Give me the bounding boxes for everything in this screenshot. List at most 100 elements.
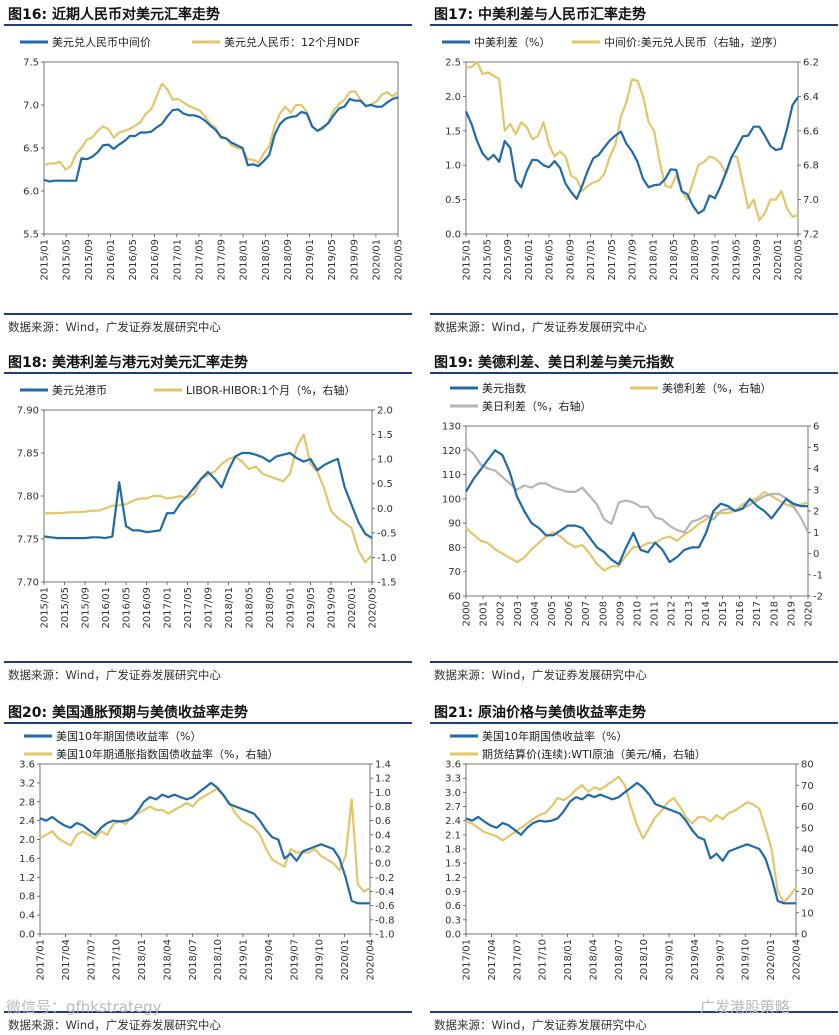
y-tick-label: 3.2 (19, 778, 35, 789)
y2-tick-label: 20 (801, 887, 814, 898)
title-rule (430, 24, 838, 26)
x-tick-label: 2017/07 (512, 939, 523, 981)
x-tick-label: 2020/05 (368, 587, 379, 629)
x-tick-label: 2018/05 (245, 587, 256, 629)
x-tick-label: 2018/07 (188, 939, 199, 981)
source-rule (4, 1011, 412, 1013)
x-tick-label: 2004 (530, 601, 541, 626)
title-rule (4, 24, 412, 26)
legend-label: LIBOR-HIBOR:1个月（%，右轴） (186, 383, 356, 397)
y-tick-label: 60 (448, 592, 461, 603)
x-tick-label: 2001 (479, 601, 490, 626)
y2-tick-label: 6.6 (803, 126, 819, 137)
x-tick-label: 2018/01 (137, 939, 148, 981)
x-tick-label: 2017/01 (462, 939, 473, 981)
y2-tick-label: 6.2 (803, 58, 819, 69)
plot-frame (43, 61, 399, 235)
chart-20: 0.0 0.4 0.8 1.2 1.6 2.0 2.4 2.8 3.2 3.6 -1.0 -0.8 -0… (19, 729, 395, 981)
x-tick-label: 2018 (769, 601, 780, 626)
y-tick-label: 0.9 (445, 887, 461, 898)
x-tick-label: 2017/01 (172, 239, 183, 281)
y2-tick-label: 0.6 (375, 816, 391, 827)
title-rule (4, 372, 412, 374)
y-tick-label: 0.0 (19, 930, 35, 941)
x-tick-label: 2015/01 (40, 239, 51, 281)
y2-tick-label: 2 (813, 507, 819, 518)
x-tick-label: 2018/07 (614, 939, 625, 981)
legend-label: 美元指数 (482, 381, 526, 395)
y-tick-label: 3.0 (445, 788, 461, 799)
y-tick-label: 90 (448, 519, 461, 530)
y-tick-label: 7.85 (17, 449, 39, 460)
series-line (465, 781, 796, 905)
x-tick-label: 2019/09 (327, 587, 338, 629)
y-tick-label: 6.5 (23, 144, 39, 155)
y-tick-label: 7.90 (17, 406, 39, 417)
y2-tick-label: -0.2 (375, 873, 395, 884)
y2-tick-label: 7.0 (803, 195, 819, 206)
series-line (464, 96, 799, 215)
x-tick-label: 2019/05 (327, 239, 338, 281)
x-tick-label: 2000 (462, 601, 473, 626)
y2-tick-label: 30 (801, 866, 814, 877)
y-tick-label: 3.6 (445, 760, 461, 771)
x-tick-label: 2015 (718, 601, 729, 626)
x-tick-label: 2019 (786, 601, 797, 626)
y-tick-label: 80 (448, 543, 461, 554)
y2-tick-label: -1.0 (377, 553, 397, 564)
y-tick-label: 0.6 (445, 901, 461, 912)
plot-frame (465, 425, 809, 597)
y2-tick-label: 40 (801, 845, 814, 856)
y-tick-label: 2.0 (445, 92, 461, 103)
x-tick-label: 2020/01 (371, 239, 382, 281)
source-rule (4, 661, 412, 663)
x-tick-label: 2020 (804, 601, 815, 626)
x-tick-label: 2017 (752, 601, 763, 626)
y-tick-label: 0.0 (445, 930, 461, 941)
x-tick-label: 2019/01 (305, 239, 316, 281)
x-tick-label: 2013 (684, 601, 695, 626)
series-line (465, 449, 808, 566)
chart-panel-19: 图19: 美德利差、美日利差与美元指数 60 70 80 90 100 110 120 130… (430, 350, 838, 685)
y2-tick-label: 1.2 (375, 774, 391, 785)
y-tick-label: 1.5 (445, 859, 461, 870)
x-tick-label: 2011 (650, 601, 661, 626)
y-tick-label: 1.2 (445, 873, 461, 884)
y-tick-label: 0.3 (445, 915, 461, 926)
y-tick-label: 100 (442, 494, 461, 505)
y2-tick-label: -2 (813, 592, 823, 603)
x-tick-label: 2018/04 (162, 939, 173, 981)
legend-label: 美国10年期国债收益率（%） (482, 729, 627, 743)
x-tick-label: 2020/01 (773, 239, 784, 281)
x-tick-label: 2019/01 (239, 939, 250, 981)
y2-tick-label: 2.0 (377, 406, 393, 417)
x-tick-label: 2016/05 (128, 239, 139, 281)
x-tick-label: 2005 (547, 601, 558, 626)
series-line (466, 60, 799, 222)
x-tick-label: 2018/01 (563, 939, 574, 981)
y2-tick-label: 4 (813, 464, 819, 475)
x-tick-label: 2018/10 (639, 939, 650, 981)
y-tick-label: 3.3 (445, 774, 461, 785)
legend-label: 美元兑人民币中间价 (52, 35, 151, 49)
y2-tick-label: 80 (801, 760, 814, 771)
y2-tick-label: 1 (813, 528, 819, 539)
chart-panel-18: 图18: 美港利差与港元对美元汇率走势 7.70 7.75 7.80 7.85 7.90… (4, 350, 412, 685)
x-tick-label: 2017/07 (86, 939, 97, 981)
x-tick-label: 2018/05 (669, 239, 680, 281)
y2-tick-label: 70 (801, 781, 814, 792)
x-tick-label: 2019/04 (690, 939, 701, 981)
plot-frame (39, 763, 371, 935)
x-tick-label: 2019/05 (731, 239, 742, 281)
legend-label: 美国10年期通胀指数国债收益率（%，右轴） (56, 747, 278, 761)
x-tick-label: 2019/09 (752, 239, 763, 281)
y2-tick-label: 1.0 (375, 788, 391, 799)
x-tick-label: 2016/05 (545, 239, 556, 281)
x-tick-label: 2018/01 (224, 587, 235, 629)
y-tick-label: 0.0 (445, 230, 461, 241)
x-tick-label: 2019/04 (264, 939, 275, 981)
x-tick-label: 2015/01 (40, 587, 51, 629)
source-note: 数据来源：Wind，广发证券发展研究中心 (8, 668, 221, 682)
y2-tick-label: 1.4 (375, 760, 391, 771)
y-tick-label: 0.5 (445, 195, 461, 206)
